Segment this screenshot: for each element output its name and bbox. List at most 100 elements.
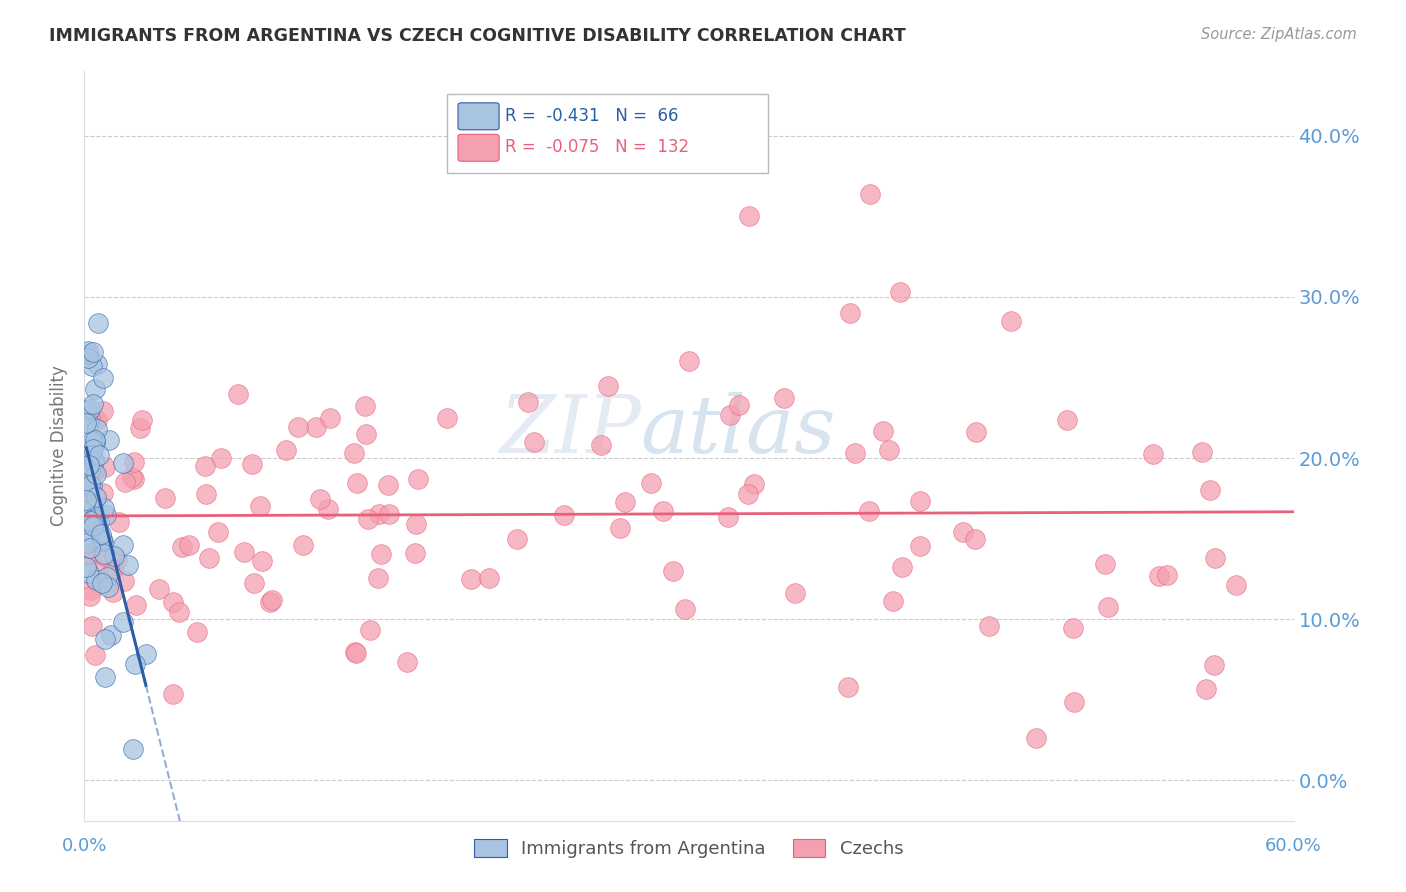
Point [76,536,98,550]
Y-axis label: Cognitive Disability: Cognitive Disability [51,366,69,526]
Point [77,486,100,500]
Point [75,403,97,417]
Point [1063,695,1085,709]
Point [77,460,100,475]
Point [80,582,103,597]
Point [346,476,368,491]
Point [232,545,254,559]
Point [87,524,110,539]
Point [879,442,901,457]
Point [844,445,866,459]
Point [1199,483,1222,497]
Point [83,512,105,526]
Point [890,560,912,574]
Point [908,493,931,508]
Point [75,417,97,431]
Point [908,539,931,553]
Point [135,648,157,662]
Point [882,593,904,607]
Point [207,525,229,540]
FancyBboxPatch shape [447,94,768,172]
Point [1142,447,1164,461]
Point [122,454,145,468]
Point [368,508,391,522]
Point [93,500,115,515]
Point [1191,445,1213,459]
Point [728,398,751,412]
Point [162,595,184,609]
Point [90,527,112,541]
Point [121,742,143,756]
Point [77,344,100,359]
Point [77,416,100,430]
Point [1025,731,1047,745]
Point [478,571,501,585]
Point [965,425,987,439]
Point [103,549,125,564]
Point [162,687,184,701]
Point [79,401,101,416]
Point [86,357,108,371]
Point [1156,568,1178,582]
Point [395,655,418,669]
Point [343,446,366,460]
Point [357,512,380,526]
Point [80,514,103,528]
Point [91,534,114,549]
Point [87,316,110,330]
Point [1000,314,1022,328]
Point [84,507,107,521]
Point [404,546,426,560]
Point [377,478,399,492]
Point [111,615,134,630]
Point [82,442,104,457]
Point [742,476,765,491]
Point [83,433,105,447]
Point [292,538,315,552]
Point [79,589,101,603]
Point [84,520,107,534]
Point [872,425,894,439]
Point [167,605,190,619]
Point [121,470,143,484]
Point [963,532,986,546]
Point [1097,600,1119,615]
Point [101,584,124,599]
Point [652,503,675,517]
Point [343,645,366,659]
Legend: Immigrants from Argentina, Czechs: Immigrants from Argentina, Czechs [467,831,911,865]
Point [80,434,103,449]
Point [405,516,427,531]
Point [344,646,367,660]
Point [79,410,101,425]
Text: ZIP: ZIP [499,392,641,470]
Point [1094,557,1116,571]
Point [194,459,217,474]
Point [609,521,631,535]
Text: 60.0%: 60.0% [1265,837,1322,855]
Point [80,478,103,492]
Point [87,448,110,462]
Point [783,586,806,600]
Point [1056,413,1078,427]
FancyBboxPatch shape [458,103,499,130]
Point [354,399,377,413]
Point [319,411,342,425]
Point [97,433,120,447]
Point [112,456,135,470]
Point [80,359,103,373]
Point [1062,622,1084,636]
Text: 0.0%: 0.0% [62,837,107,855]
Text: IMMIGRANTS FROM ARGENTINA VS CZECH COGNITIVE DISABILITY CORRELATION CHART: IMMIGRANTS FROM ARGENTINA VS CZECH COGNI… [49,27,905,45]
Point [516,394,538,409]
Point [243,575,266,590]
Point [77,547,100,561]
Point [718,408,741,422]
Point [952,524,974,539]
Point [96,570,118,584]
Point [305,420,328,434]
Point [83,501,105,516]
Point [129,421,152,435]
Point [122,472,145,486]
Point [114,475,136,490]
